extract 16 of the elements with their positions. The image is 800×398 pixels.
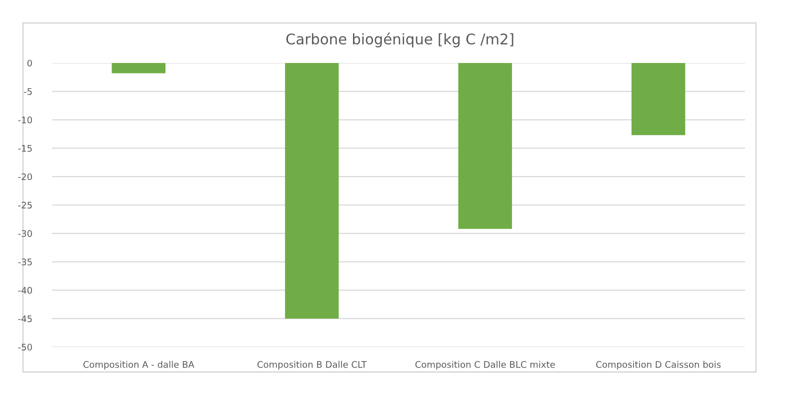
y-tick-label: -15 <box>18 145 32 152</box>
x-tick-label: Composition B Dalle CLT <box>257 360 367 370</box>
y-tick-label: -20 <box>18 173 32 180</box>
y-tick-label: -45 <box>18 315 32 322</box>
x-tick-label: Composition A - dalle BA <box>83 360 194 370</box>
chart-title: Carbone biogénique [kg C /m2] <box>286 32 514 48</box>
y-tick-label: 0 <box>27 60 32 67</box>
x-tick-label: Composition D Caisson bois <box>596 360 721 370</box>
x-tick-label: Composition C Dalle BLC mixte <box>415 360 555 370</box>
y-tick-label: -50 <box>18 344 32 351</box>
y-tick-label: -5 <box>24 88 32 95</box>
y-tick-label: -30 <box>18 230 32 237</box>
y-tick-label: -25 <box>18 202 32 209</box>
y-tick-label: -10 <box>18 116 32 124</box>
y-tick-label: -35 <box>18 258 32 266</box>
y-tick-label: -40 <box>18 286 32 294</box>
